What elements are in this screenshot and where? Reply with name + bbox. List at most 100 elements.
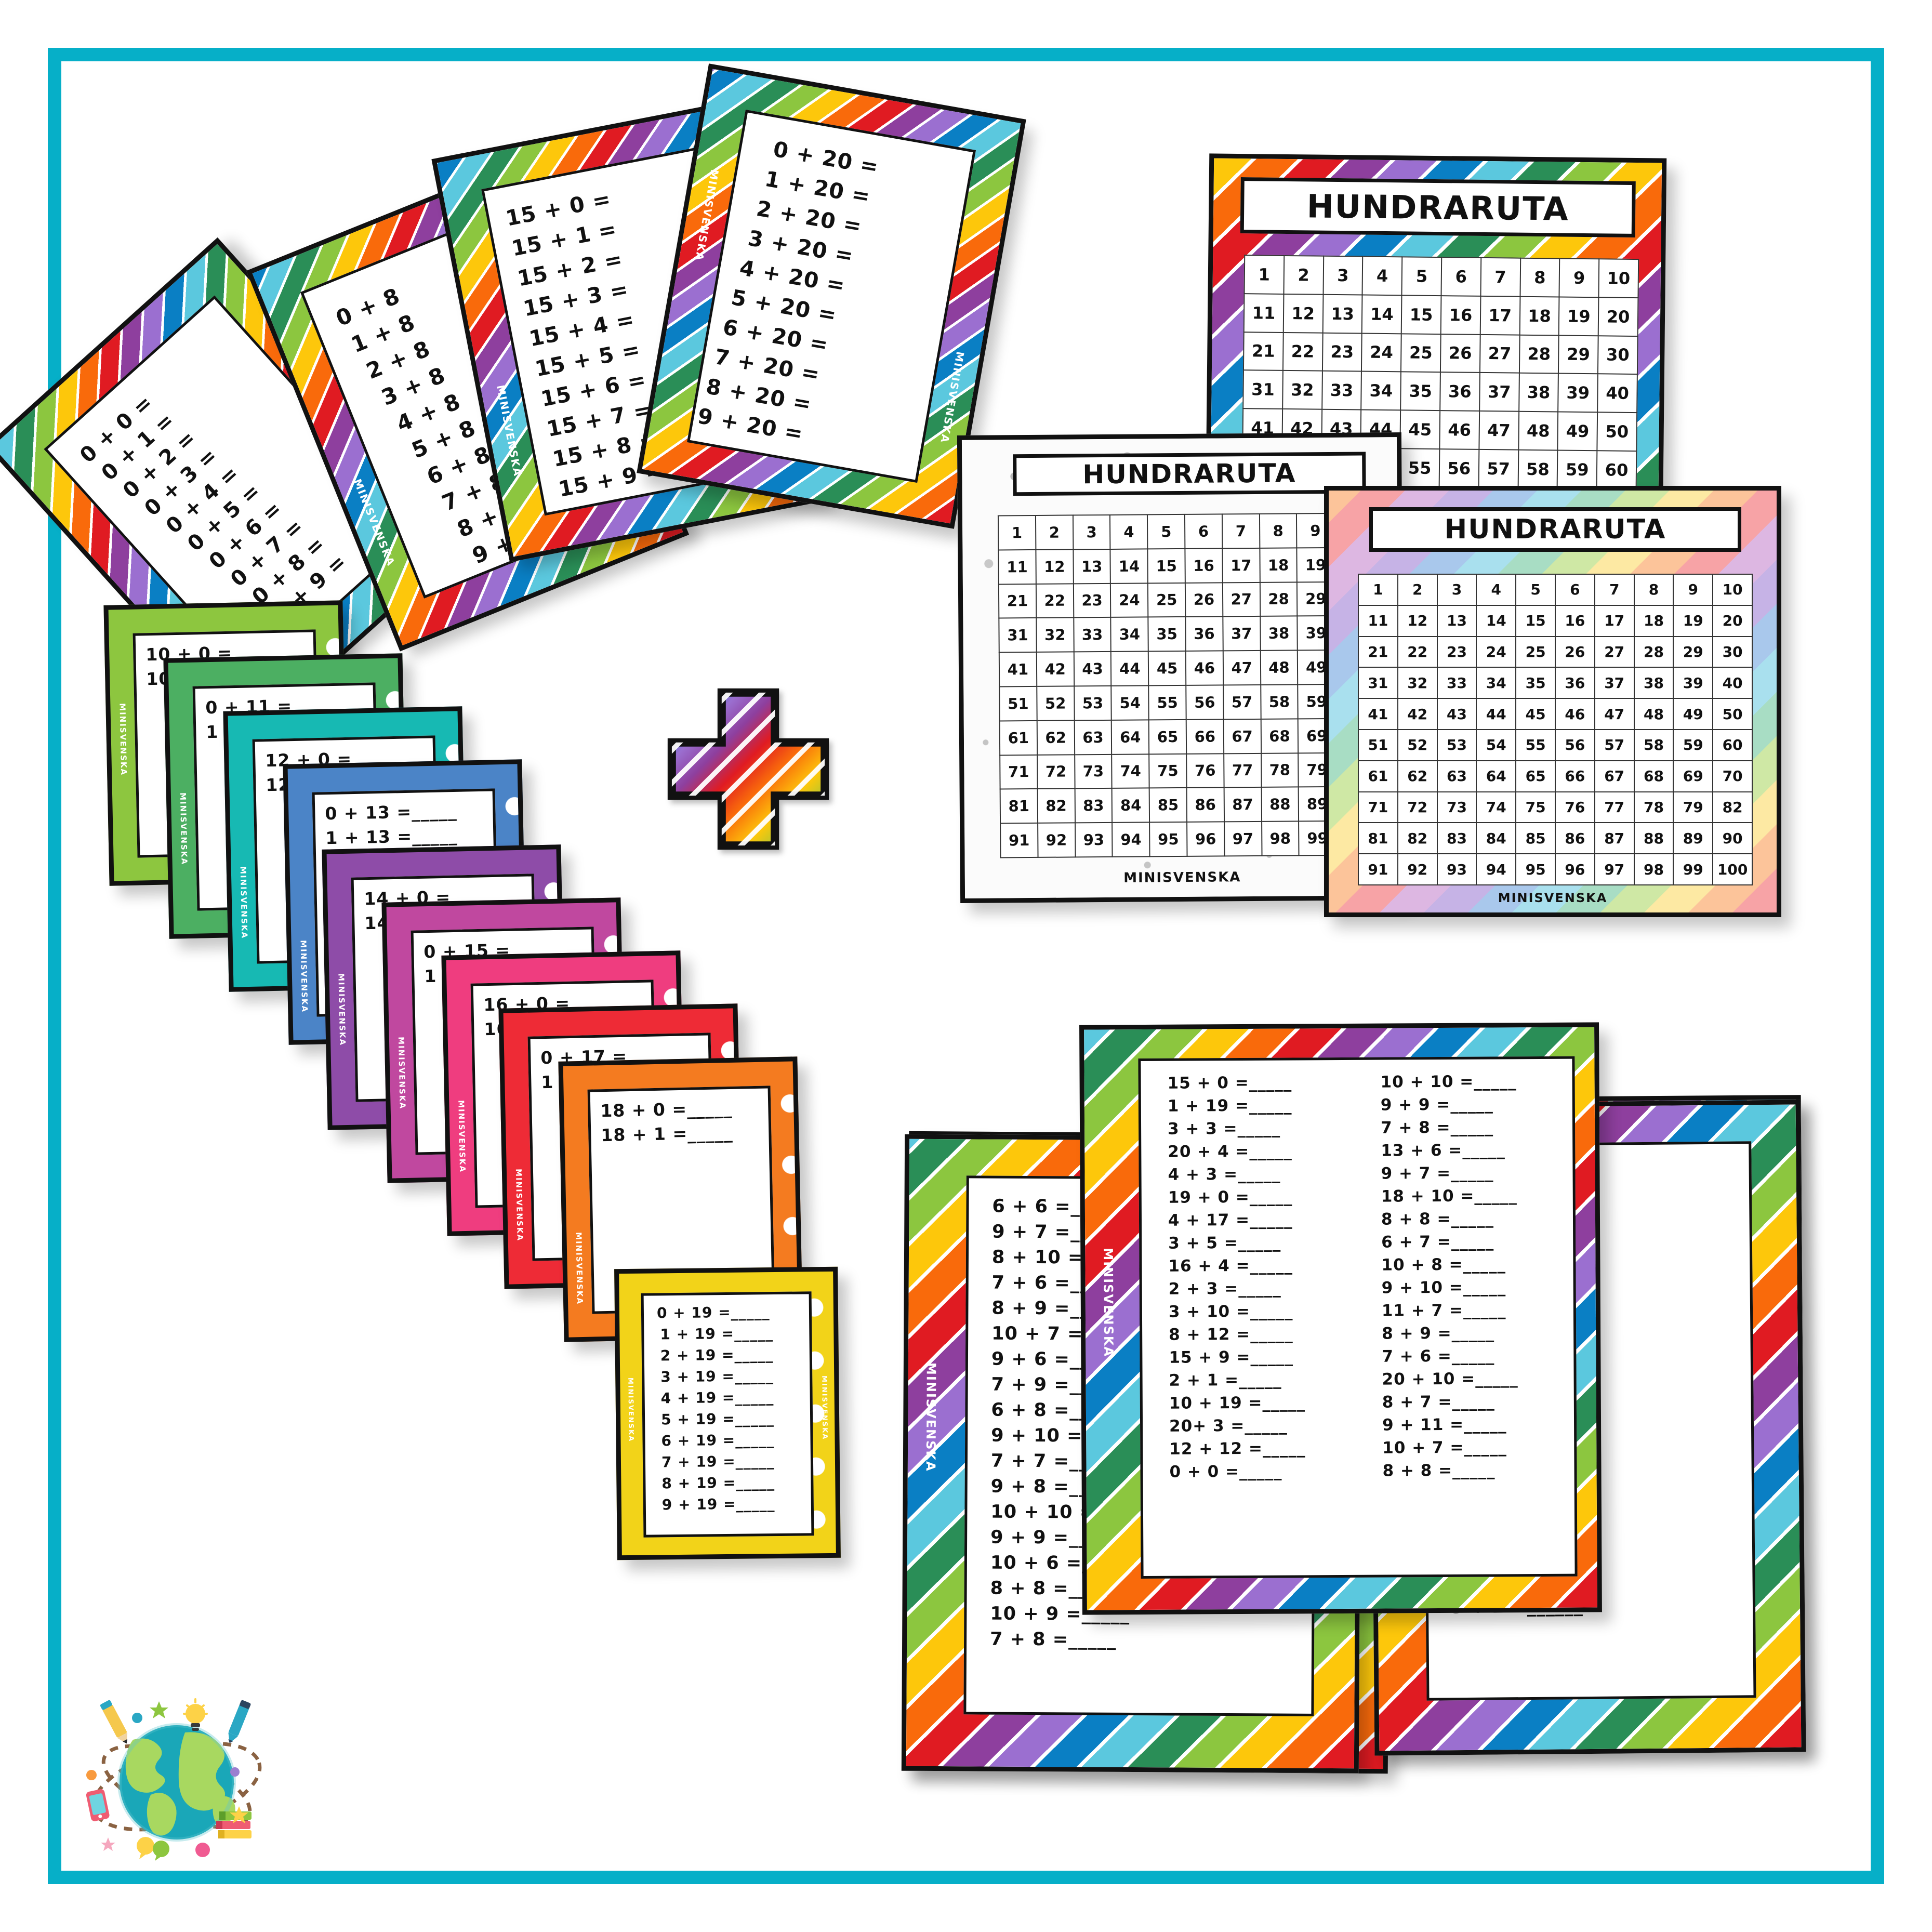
grid-cell: 3 — [1323, 256, 1363, 295]
equation-line: 15 + 0 =_____ — [1167, 1073, 1292, 1093]
brand-label: MINISVENSKA — [923, 1362, 938, 1472]
grid-cell: 93 — [1075, 823, 1113, 857]
grid-cell: 57 — [1594, 729, 1635, 761]
grid-cell: 25 — [1401, 333, 1441, 373]
hundraruta-title-box: HUNDRARUTA — [1013, 452, 1366, 496]
grid-cell: 71 — [1000, 755, 1038, 789]
equation-line: 9 + 10 =_____ — [1381, 1278, 1506, 1298]
grid-cell: 77 — [1594, 791, 1635, 824]
grid-cell: 72 — [1397, 791, 1438, 824]
brand-label: MINISVENSKA — [1123, 869, 1241, 886]
grid-cell: 21 — [1243, 332, 1283, 371]
plus-icon — [665, 686, 831, 852]
grid-cell: 6 — [1554, 574, 1595, 606]
grid-cell: 44 — [1476, 698, 1517, 730]
grid-cell: 27 — [1594, 636, 1635, 668]
brand-label: MINISVENSKA — [396, 1036, 407, 1110]
grid-cell: 25 — [1148, 583, 1186, 617]
equation-line: 8 + 19 =_____ — [661, 1474, 775, 1492]
grid-cell: 15 — [1515, 604, 1556, 637]
grid-cell: 6 — [1441, 257, 1481, 296]
grid-cell: 35 — [1515, 667, 1556, 699]
dot-card-19[interactable]: 0 + 19 =_____ 1 + 19 =_____ 2 + 19 =____… — [614, 1266, 841, 1560]
grid-cell: 18 — [1519, 296, 1559, 336]
equation-line: 9 + 7 =_____ — [1381, 1163, 1494, 1183]
grid-cell: 27 — [1222, 582, 1260, 617]
grid-cell: 83 — [1436, 822, 1477, 855]
grid-cell: 13 — [1322, 294, 1362, 334]
grid-cell: 16 — [1185, 548, 1223, 583]
grid-cell: 59 — [1557, 450, 1597, 489]
equation-line: 9 + 19 =_____ — [661, 1495, 775, 1514]
grid-cell: 25 — [1515, 636, 1556, 668]
grid-cell: 9 — [1673, 574, 1714, 606]
equation-line: 20 + 10 =_____ — [1382, 1369, 1518, 1389]
grid-cell: 81 — [1000, 789, 1038, 824]
grid-cell: 61 — [999, 720, 1037, 756]
grid-cell: 84 — [1112, 788, 1150, 823]
brand-label: MINISVENSKA — [117, 703, 129, 776]
grid-cell: 95 — [1515, 853, 1556, 885]
grid-cell: 2 — [1035, 515, 1073, 550]
grid-cell: 79 — [1673, 791, 1714, 824]
grid-cell: 49 — [1557, 412, 1598, 451]
hundraruta-title: HUNDRARUTA — [1082, 458, 1296, 490]
grid-cell: 23 — [1073, 583, 1111, 618]
grid-cell: 76 — [1554, 791, 1595, 824]
grid-cell: 94 — [1476, 853, 1517, 885]
grid-cell: 44 — [1111, 651, 1149, 686]
grid-cell: 6 — [1184, 514, 1223, 549]
equation-line: 8 + 12 =_____ — [1169, 1325, 1293, 1344]
grid-cell: 72 — [1037, 755, 1075, 789]
grid-cell: 3 — [1436, 574, 1477, 606]
grid-cell: 68 — [1633, 760, 1674, 792]
grid-cell: 7 — [1594, 574, 1635, 606]
brand-label: MINISVENSKA — [1101, 1248, 1116, 1358]
grid-cell: 39 — [1558, 373, 1598, 413]
grid-cell: 45 — [1515, 698, 1556, 730]
grid-cell: 4 — [1476, 574, 1517, 606]
grid-cell: 5 — [1147, 514, 1185, 549]
grid-cell: 65 — [1515, 760, 1556, 792]
grid-cell: 35 — [1400, 372, 1440, 411]
grid-cell: 43 — [1074, 652, 1111, 686]
table-row: 71727374757677787980 — [1000, 752, 1373, 789]
grid-cell: 38 — [1518, 373, 1559, 412]
grid-cell: 95 — [1149, 822, 1187, 857]
grid-cell: 21 — [998, 584, 1037, 618]
grid-cell: 18 — [1259, 548, 1298, 583]
grid-cell: 64 — [1111, 720, 1149, 755]
grid-cell: 30 — [1598, 335, 1638, 375]
grid-cell: 56 — [1439, 449, 1479, 488]
grid-cell: 22 — [1036, 584, 1074, 618]
grid-cell: 98 — [1633, 853, 1674, 885]
grid-cell: 19 — [1673, 604, 1714, 637]
grid-cell: 32 — [1036, 617, 1074, 653]
grid-cell: 11 — [1358, 604, 1398, 637]
grid-cell: 86 — [1186, 787, 1224, 823]
grid-cell: 52 — [1397, 729, 1438, 761]
equation-line: 2 + 19 =_____ — [660, 1346, 774, 1365]
grid-cell: 1 — [1244, 255, 1285, 294]
grid-cell: 1 — [1358, 574, 1398, 606]
grid-cell: 16 — [1440, 295, 1481, 335]
grid-cell: 9 — [1559, 258, 1599, 298]
hundraruta-card-pastel[interactable]: HUNDRARUTA 1 2 3 4 5 6 7 8 9 10 11 12 13 14 15 16 17 18 19… — [1324, 486, 1781, 917]
grid-cell: 60 — [1712, 729, 1753, 761]
equation-line: 3 + 19 =_____ — [660, 1367, 774, 1386]
grid-cell: 47 — [1479, 411, 1519, 450]
grid-cell: 50 — [1712, 698, 1753, 730]
equation-line: 11 + 7 =_____ — [1381, 1301, 1506, 1320]
equation-line: 20 + 4 =_____ — [1168, 1142, 1292, 1161]
worksheet-center[interactable]: 15 + 0 =_____ 1 + 19 =_____ 3 + 3 =_____… — [1079, 1022, 1602, 1615]
grid-cell: 24 — [1476, 636, 1517, 668]
